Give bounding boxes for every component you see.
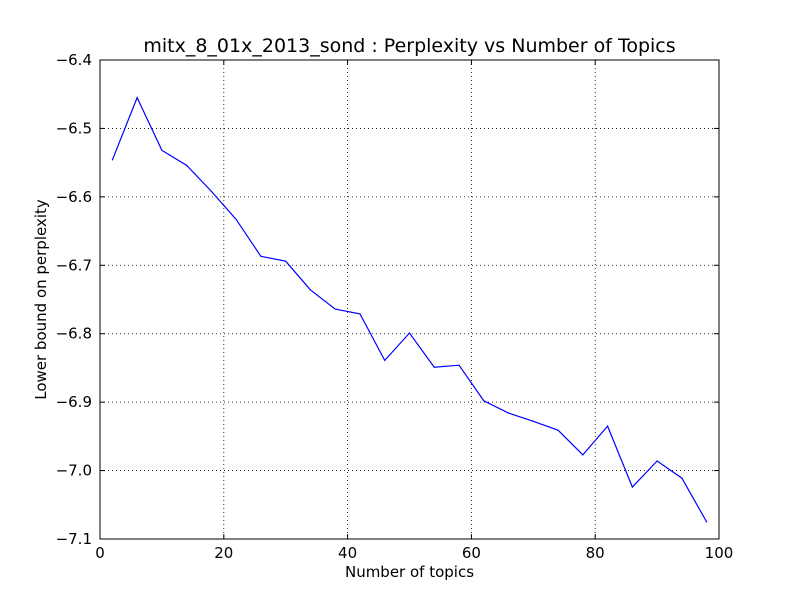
data-point: [458, 364, 460, 366]
data-point: [433, 366, 435, 368]
y-tick-label: −7.0: [56, 462, 92, 480]
x-tick-label: 100: [705, 544, 734, 562]
data-point: [631, 486, 633, 488]
data-point: [359, 313, 361, 315]
data-point: [656, 460, 658, 462]
data-point: [483, 400, 485, 402]
data-point: [532, 420, 534, 422]
data-point: [260, 255, 262, 257]
data-point: [507, 412, 510, 414]
chart-title: mitx_8_01x_2013_sond : Perplexity vs Num…: [143, 35, 675, 57]
y-tick-label: −6.9: [56, 393, 92, 411]
x-tick-label: 0: [95, 544, 105, 562]
y-tick-label: −6.7: [56, 256, 92, 274]
data-point: [706, 521, 708, 523]
data-point: [582, 454, 584, 456]
y-tick-label: −6.5: [56, 119, 92, 137]
y-tick-label: −6.6: [56, 188, 92, 206]
data-point: [334, 308, 336, 310]
y-tick-label: −6.4: [56, 51, 92, 69]
x-tick-label: 20: [214, 544, 233, 562]
data-point: [285, 260, 287, 262]
plot-area-frame: [99, 59, 720, 540]
data-point: [161, 149, 163, 151]
data-point: [681, 477, 683, 479]
y-tick-label: −6.8: [56, 325, 92, 343]
x-tick-label: 60: [462, 544, 481, 562]
ticks: 0 20 40 60 80 100 −7.1 −7.0 −6.9 −6.8 −6.7 −6.6 −6.5…: [56, 51, 734, 562]
y-tick-label: −7.1: [56, 530, 92, 548]
data-point: [408, 332, 411, 334]
x-axis-title: Number of topics: [345, 563, 474, 581]
data-point: [606, 425, 609, 427]
x-tick-label: 40: [338, 544, 357, 562]
data-point: [210, 190, 213, 192]
x-tick-label: 80: [586, 544, 605, 562]
data-point: [186, 164, 188, 166]
data-point: [384, 359, 386, 362]
y-axis-title: Lower bound on perplexity: [32, 199, 50, 400]
data-point: [136, 97, 138, 99]
series-layer: [111, 96, 708, 523]
data-point: [111, 159, 113, 161]
data-point: [235, 218, 237, 221]
data-point: [309, 289, 312, 291]
data-point: [557, 429, 559, 431]
